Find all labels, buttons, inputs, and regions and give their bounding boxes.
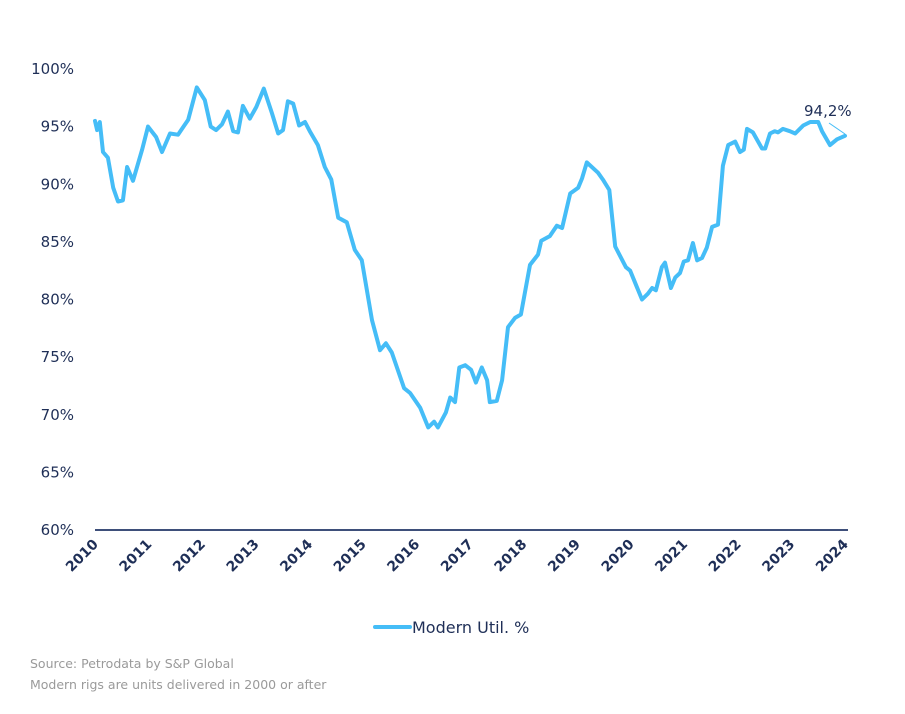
x-tick-label: 2013 bbox=[224, 537, 263, 576]
x-tick-label: 2014 bbox=[277, 536, 316, 575]
y-tick-label: 70% bbox=[41, 406, 74, 424]
annotation-leader-line bbox=[828, 122, 846, 135]
legend-label: Modern Util. % bbox=[412, 618, 529, 637]
y-tick-label: 85% bbox=[41, 233, 74, 251]
source-note: Source: Petrodata by S&P Global bbox=[30, 656, 234, 671]
x-tick-label: 2015 bbox=[331, 537, 370, 576]
x-tick-label: 2024 bbox=[813, 536, 852, 575]
series-line-modern-util bbox=[93, 85, 847, 430]
definition-note: Modern rigs are units delivered in 2000 … bbox=[30, 677, 327, 692]
y-tick-label: 100% bbox=[31, 60, 74, 78]
x-tick-label: 2021 bbox=[652, 537, 691, 576]
y-tick-label: 80% bbox=[41, 291, 74, 309]
y-tick-label: 95% bbox=[41, 118, 74, 136]
y-axis-ticks: 60% 65% 70% 75% 80% 85% 90% 95% 100% bbox=[31, 60, 74, 539]
x-tick-label: 2019 bbox=[545, 537, 584, 576]
x-tick-label: 2018 bbox=[492, 537, 531, 576]
x-tick-label: 2010 bbox=[63, 536, 102, 575]
y-tick-label: 90% bbox=[41, 175, 74, 193]
legend[interactable]: Modern Util. % bbox=[373, 618, 529, 637]
y-tick-label: 65% bbox=[41, 463, 74, 481]
x-tick-label: 2011 bbox=[117, 537, 156, 576]
x-tick-label: 2016 bbox=[384, 537, 423, 576]
y-tick-label: 75% bbox=[41, 348, 74, 366]
last-value-annotation: 94,2% bbox=[804, 102, 852, 120]
x-tick-label: 2020 bbox=[599, 536, 638, 575]
x-tick-label: 2017 bbox=[438, 537, 477, 576]
y-tick-label: 60% bbox=[41, 521, 74, 539]
x-tick-label: 2023 bbox=[759, 537, 798, 576]
x-axis-ticks: 2010 2011 2012 2013 2014 2015 2016 2017 2018 2019… bbox=[63, 536, 852, 575]
x-tick-label: 2022 bbox=[706, 537, 745, 576]
x-tick-label: 2012 bbox=[170, 537, 209, 576]
